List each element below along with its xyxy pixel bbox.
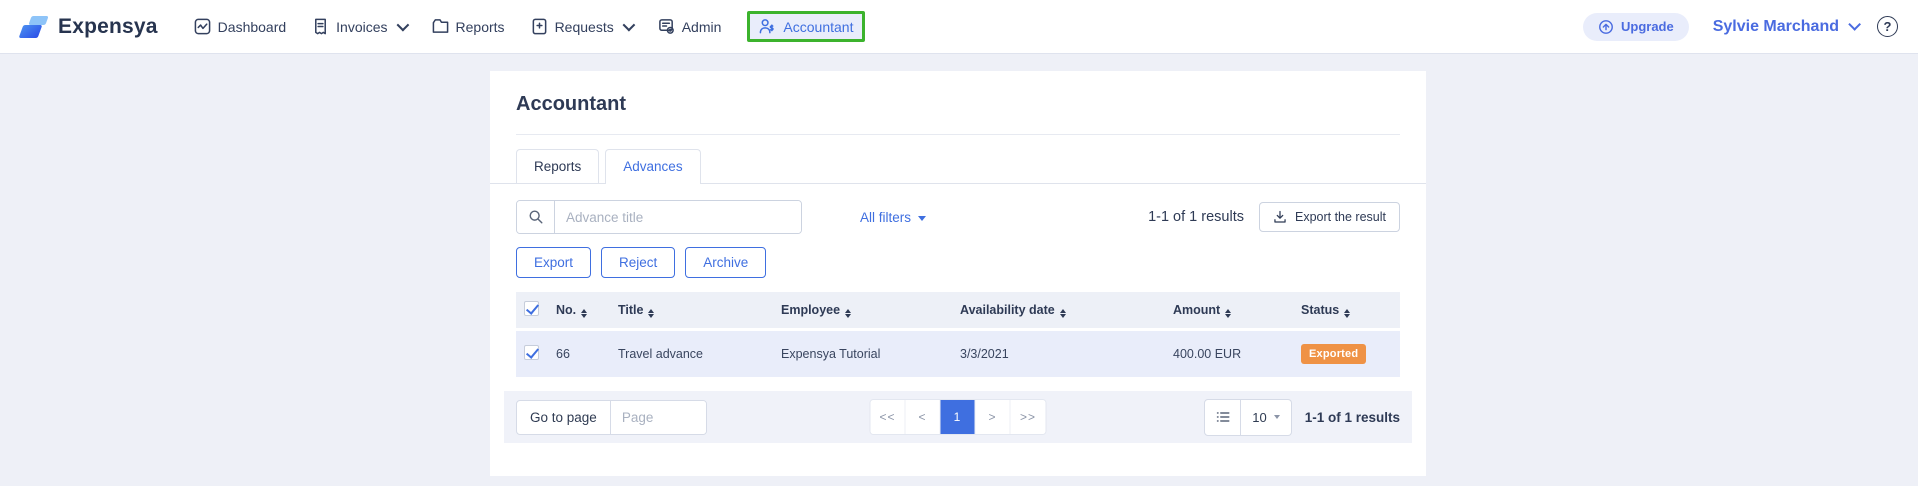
search-icon [529, 210, 542, 224]
nav-item-admin[interactable]: Admin [658, 18, 722, 35]
advances-table-wrap: No. Title Employee Availability date Amo… [490, 292, 1426, 377]
dashboard-icon [194, 18, 211, 35]
upgrade-label: Upgrade [1620, 19, 1674, 34]
footer-results-count: 1-1 of 1 results [1304, 409, 1400, 425]
nav-item-requests[interactable]: Requests [531, 18, 635, 35]
download-icon [1274, 210, 1286, 223]
select-all-checkbox[interactable] [524, 301, 539, 316]
table-header-row: No. Title Employee Availability date Amo… [516, 292, 1400, 331]
cell-availability-date: 3/3/2021 [960, 347, 1009, 361]
all-filters-link[interactable]: All filters [860, 209, 927, 225]
next-page-button[interactable]: > [975, 400, 1011, 434]
nav-label: Dashboard [217, 18, 287, 35]
reject-button[interactable]: Reject [601, 247, 676, 278]
requests-icon [532, 18, 546, 35]
admin-icon [658, 19, 674, 34]
chevron-down-icon [918, 215, 927, 221]
tab-reports[interactable]: Reports [516, 149, 600, 183]
upgrade-button[interactable]: Upgrade [1582, 12, 1689, 41]
row-checkbox[interactable] [524, 345, 539, 360]
bulk-actions: Export Reject Archive [490, 247, 1426, 278]
last-page-button[interactable]: >> [1010, 400, 1046, 434]
pager: << < 1 > >> [869, 399, 1047, 435]
goto-page-group: Go to page [516, 399, 707, 435]
column-header-status[interactable]: Status [1295, 292, 1400, 331]
export-result-label: Export the result [1294, 210, 1386, 224]
nav-label: Requests [554, 18, 614, 35]
expensya-logo[interactable]: Expensya [18, 14, 158, 39]
nav-item-accountant[interactable]: Accountant [747, 11, 866, 42]
chevron-down-icon [396, 18, 409, 32]
table-row[interactable]: 66 Travel advance Expensya Tutorial 3/3/… [516, 329, 1400, 377]
tab-bar: Reports Advances [490, 149, 1426, 184]
search-group [516, 200, 802, 234]
nav-label: Invoices [336, 18, 388, 35]
sort-icon[interactable] [648, 308, 655, 318]
expensya-logo-icon [18, 15, 49, 39]
brand-name: Expensya [58, 14, 158, 38]
list-view-button[interactable] [1204, 398, 1242, 436]
column-header-availability-date[interactable]: Availability date [954, 292, 1167, 331]
help-button[interactable]: ? [1877, 16, 1898, 37]
filter-toolbar: All filters 1-1 of 1 results Export the … [490, 200, 1426, 234]
sort-icon[interactable] [1059, 308, 1066, 318]
upgrade-arrow-icon [1599, 19, 1613, 34]
results-count: 1-1 of 1 results [1148, 209, 1244, 225]
first-page-button[interactable]: << [870, 400, 906, 434]
chevron-down-icon [1848, 18, 1861, 31]
help-label: ? [1883, 19, 1892, 34]
top-navigation-bar: Expensya Dashboard Invoices Reports [0, 0, 1918, 54]
page-size-value: 10 [1252, 409, 1267, 425]
cell-employee: Expensya Tutorial [781, 347, 881, 361]
prev-page-button[interactable]: < [905, 400, 941, 434]
nav-label: Accountant [783, 18, 854, 35]
search-input[interactable] [555, 201, 801, 233]
column-header-amount[interactable]: Amount [1167, 292, 1295, 331]
cell-title: Travel advance [618, 347, 703, 361]
chevron-down-icon [622, 18, 635, 32]
export-result-button[interactable]: Export the result [1258, 202, 1400, 232]
sort-icon[interactable] [1344, 308, 1351, 318]
nav-item-dashboard[interactable]: Dashboard [194, 18, 287, 35]
goto-page-input[interactable] [610, 400, 706, 434]
title-divider [516, 134, 1400, 135]
column-header-employee[interactable]: Employee [775, 292, 954, 331]
reports-icon [432, 19, 448, 33]
nav-label: Reports [455, 18, 505, 35]
page-size-select[interactable]: 10 [1241, 398, 1292, 436]
sort-icon[interactable] [845, 308, 852, 318]
column-header-no[interactable]: No. [550, 292, 612, 331]
user-name: Sylvie Marchand [1712, 17, 1839, 35]
cell-no: 66 [556, 347, 570, 361]
nav-item-invoices[interactable]: Invoices [312, 18, 409, 35]
nav-label: Admin [681, 18, 722, 35]
list-icon [1216, 412, 1230, 422]
cell-amount: 400.00 EUR [1173, 347, 1242, 361]
search-button[interactable] [517, 201, 555, 233]
archive-button[interactable]: Archive [685, 247, 767, 278]
all-filters-label: All filters [860, 209, 912, 225]
sort-icon[interactable] [581, 308, 588, 318]
accountant-card: Accountant Reports Advances All filters … [490, 71, 1426, 476]
page-size-group: 10 1-1 of 1 results [1204, 398, 1400, 436]
user-menu[interactable]: Sylvie Marchand [1712, 17, 1861, 36]
sort-icon[interactable] [1225, 308, 1232, 318]
column-header-title[interactable]: Title [612, 292, 775, 331]
accountant-icon [760, 19, 775, 34]
page-title: Accountant [516, 93, 626, 115]
chevron-down-icon [1273, 415, 1280, 419]
advances-table: No. Title Employee Availability date Amo… [516, 292, 1400, 377]
main-nav: Dashboard Invoices Reports Requests [194, 11, 866, 42]
export-button[interactable]: Export [516, 247, 592, 278]
tab-advances[interactable]: Advances [605, 149, 701, 184]
goto-page-button[interactable]: Go to page [517, 400, 611, 434]
pagination-bar: Go to page << < 1 > >> 10 1-1 of 1 resul… [504, 391, 1412, 443]
nav-item-reports[interactable]: Reports [432, 18, 505, 35]
invoices-icon [315, 18, 327, 35]
status-badge: Exported [1301, 344, 1367, 364]
current-page-button[interactable]: 1 [940, 400, 976, 434]
